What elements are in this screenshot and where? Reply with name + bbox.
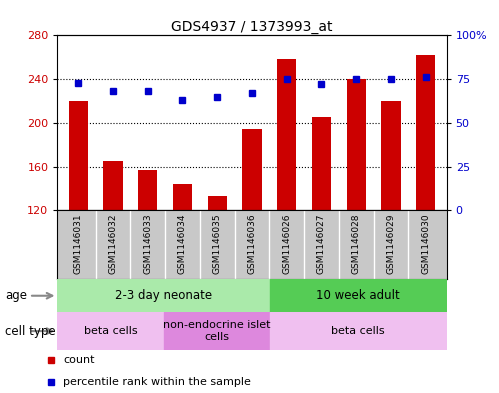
Text: GSM1146036: GSM1146036 (248, 214, 256, 274)
Bar (277, 59, 296, 210)
Text: non-endocrine islet
cells: non-endocrine islet cells (163, 320, 270, 342)
Text: beta cells: beta cells (84, 326, 137, 336)
Text: GSM1146027: GSM1146027 (317, 214, 326, 274)
Bar (243, 129, 261, 210)
Bar (69, 101, 88, 210)
Text: GSM1146026: GSM1146026 (282, 214, 291, 274)
Bar (138, 170, 157, 210)
Text: GSM1146034: GSM1146034 (178, 214, 187, 274)
Bar (416, 55, 435, 210)
Title: GDS4937 / 1373993_at: GDS4937 / 1373993_at (171, 20, 333, 34)
Text: GSM1146035: GSM1146035 (213, 214, 222, 274)
Text: GSM1146028: GSM1146028 (352, 214, 361, 274)
Bar (347, 79, 366, 210)
Text: GSM1146030: GSM1146030 (421, 214, 430, 274)
Bar (312, 118, 331, 210)
Text: cell type: cell type (5, 325, 55, 338)
Text: 2-3 day neonate: 2-3 day neonate (115, 289, 212, 302)
Text: GSM1146031: GSM1146031 (74, 214, 83, 274)
Bar (208, 196, 227, 210)
Bar (269, 279, 447, 312)
Text: count: count (63, 355, 95, 365)
Text: beta cells: beta cells (331, 326, 385, 336)
Bar (57, 312, 164, 350)
Bar (57, 279, 269, 312)
Text: GSM1146029: GSM1146029 (387, 214, 396, 274)
Bar (269, 312, 447, 350)
Text: age: age (5, 289, 27, 302)
Text: GSM1146033: GSM1146033 (143, 214, 152, 274)
Bar (103, 161, 123, 210)
Text: 10 week adult: 10 week adult (316, 289, 400, 302)
Text: percentile rank within the sample: percentile rank within the sample (63, 377, 251, 387)
Bar (164, 312, 269, 350)
Bar (381, 101, 401, 210)
Bar (173, 184, 192, 210)
Text: GSM1146032: GSM1146032 (108, 214, 117, 274)
